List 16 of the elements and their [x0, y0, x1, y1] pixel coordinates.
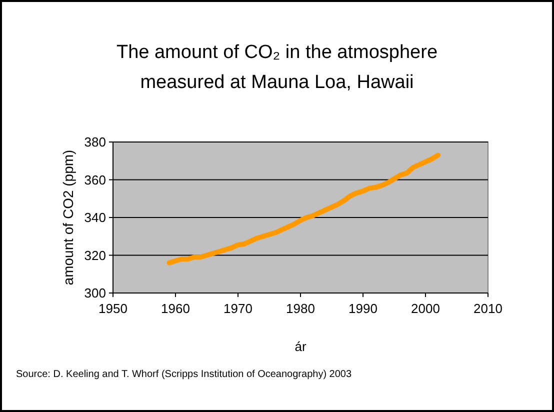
y-tick-label: 320 — [84, 248, 106, 263]
y-axis-title: amount of CO2 (ppm) — [60, 150, 76, 286]
x-axis-title: ár — [294, 339, 307, 354]
y-tick-label: 340 — [84, 210, 106, 226]
x-tick-label: 1970 — [224, 301, 252, 316]
x-tick-label: 2000 — [411, 301, 440, 316]
y-tick-label: 360 — [84, 172, 106, 188]
source-note: Source: D. Keeling and T. Whorf (Scripps Institution of Oceanography) 2003 — [16, 369, 352, 380]
y-tick-label: 380 — [84, 134, 106, 150]
x-tick-label: 1990 — [348, 301, 378, 316]
y-tick-label: 300 — [84, 286, 106, 301]
chart-title: The amount of CO₂ in the atmosphere measured at Mauna Loa, Hawaii — [116, 42, 438, 93]
x-tick-label: 1960 — [161, 301, 190, 316]
x-tick-label: 1980 — [286, 301, 315, 316]
x-tick-label: 1950 — [98, 301, 128, 316]
x-tick-label: 2010 — [474, 301, 502, 316]
